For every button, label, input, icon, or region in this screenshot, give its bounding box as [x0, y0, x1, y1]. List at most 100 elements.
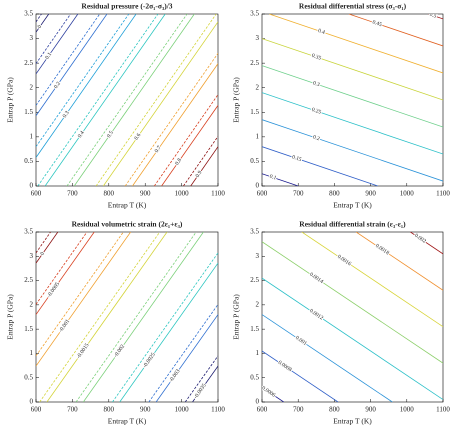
y-tick-label: 0.5	[250, 373, 259, 381]
x-axis-label: Entrap T (K)	[108, 417, 147, 426]
x-tick-label: 700	[293, 406, 304, 414]
x-tick-label: 1000	[175, 406, 190, 414]
y-tick-label: 2	[256, 300, 260, 308]
contour-line	[161, 105, 218, 186]
x-tick-label: 1100	[211, 190, 225, 198]
contour-line	[124, 53, 218, 186]
y-tick-label: 3	[30, 252, 34, 260]
y-tick-label: 1	[30, 349, 34, 357]
x-tick-label: 600	[257, 190, 268, 198]
contour-label: 0.5	[106, 130, 115, 139]
contour-line	[184, 355, 218, 402]
y-tick-label: 1.5	[24, 325, 33, 333]
contour-line	[36, 14, 137, 158]
contour-label: 0.15	[291, 154, 302, 163]
contour-line	[428, 14, 443, 20]
x-tick-label: 1000	[400, 190, 415, 198]
chart-title: Residual differential stress (σ₃-σ₁)	[299, 2, 407, 11]
y-tick-label: 3.5	[24, 228, 33, 236]
contour-line	[36, 232, 131, 367]
x-tick-label: 800	[104, 190, 115, 198]
contour-line	[36, 232, 88, 305]
x-tick-label: 800	[329, 406, 340, 414]
chart-title: Residual pressure (-2σ₁-σ₃)/3	[81, 2, 172, 11]
y-tick-label: 0	[30, 182, 34, 190]
contour-line	[410, 232, 443, 255]
contour-line	[37, 14, 159, 186]
contour-line	[73, 14, 195, 186]
y-tick-label: 3	[256, 34, 260, 42]
x-tick-label: 1100	[436, 406, 450, 414]
x-tick-label: 900	[140, 406, 151, 414]
contour-line	[82, 232, 204, 402]
contour-line	[44, 14, 166, 186]
contour-line	[262, 65, 443, 128]
contour-line	[36, 14, 130, 147]
contour-label: 0.25	[311, 107, 322, 116]
y-tick-label: 2.5	[250, 276, 259, 284]
contour-label: 0.9	[195, 170, 204, 179]
y-tick-label: 2	[256, 83, 260, 91]
y-axis-label: Entrap P (GPa)	[232, 294, 241, 340]
contour-line	[46, 232, 168, 402]
contour-label: 0.3	[62, 110, 71, 119]
contour-line	[348, 14, 443, 47]
contour-line	[262, 314, 393, 402]
x-tick-label: 600	[31, 406, 42, 414]
contour-line	[36, 14, 101, 106]
plot-area	[35, 231, 219, 403]
y-axis-label: Entrap P (GPa)	[6, 294, 15, 340]
contour-line	[95, 14, 217, 186]
y-tick-label: 3.5	[250, 228, 259, 236]
x-tick-label: 700	[293, 190, 304, 198]
contour-line	[36, 232, 51, 254]
contour-line	[36, 14, 42, 23]
contour-line	[36, 14, 108, 116]
contours: 0 0.1 0.2 0.3 0.4 0.5 0.6 0.7 0.8 0.9	[36, 14, 218, 186]
contour-label: 0.2	[53, 81, 62, 90]
x-tick-label: 600	[257, 406, 268, 414]
plot-area	[261, 231, 444, 403]
y-tick-label: 2	[30, 300, 34, 308]
x-tick-label: 1000	[400, 406, 415, 414]
contour-label: 0.3	[312, 80, 321, 88]
x-tick-label: 900	[365, 406, 376, 414]
chart-title: Residual differential strain (ε₃-ε₁)	[299, 220, 406, 229]
y-tick-label: 2.5	[250, 59, 259, 67]
contour-line	[75, 232, 197, 402]
y-tick-label: 1	[30, 132, 34, 140]
contour-label: 0.6	[134, 132, 143, 141]
panel: Residual volumetric strain (2ε₁+ε₃) Entra…	[6, 220, 226, 426]
contour-label: 0.1	[44, 51, 53, 60]
y-tick-label: 3.5	[250, 10, 259, 18]
contour-line	[39, 232, 161, 402]
contour-label: 0	[40, 251, 47, 257]
contour-line	[262, 241, 443, 364]
contour-line	[112, 252, 218, 402]
chart-title: Residual volumetric strain (2ε₁+ε₃)	[72, 220, 183, 229]
y-tick-label: 0.5	[24, 157, 33, 165]
contour-line	[262, 92, 443, 155]
contour-label: 0.35	[311, 53, 322, 62]
x-tick-label: 1100	[211, 406, 225, 414]
y-tick-label: 3	[30, 34, 34, 42]
contour-line	[103, 21, 218, 186]
contours: 0.1 0.15 0.2 0.25 0.3 0.35 0.4 0.45 0.5	[262, 14, 443, 186]
contour-line	[262, 119, 443, 182]
y-tick-label: 1.5	[24, 108, 33, 116]
x-tick-label: 1000	[175, 190, 190, 198]
x-tick-label: 700	[67, 406, 78, 414]
panel: Residual differential strain (ε₃-ε₁) Entr…	[232, 220, 451, 426]
contour-line	[183, 136, 218, 186]
contour-label: 0.7	[154, 145, 163, 154]
y-tick-label: 2.5	[24, 276, 33, 284]
contour-line	[36, 14, 79, 75]
x-tick-label: 800	[329, 190, 340, 198]
y-tick-label: 0	[30, 398, 34, 406]
contour-line	[153, 94, 218, 186]
contour-line	[262, 277, 443, 400]
panel: Residual pressure (-2σ₁-σ₃)/3 Entrap T (K…	[6, 2, 226, 210]
x-tick-label: 700	[67, 190, 78, 198]
y-tick-label: 0.5	[250, 157, 259, 165]
x-tick-label: 800	[104, 406, 115, 414]
